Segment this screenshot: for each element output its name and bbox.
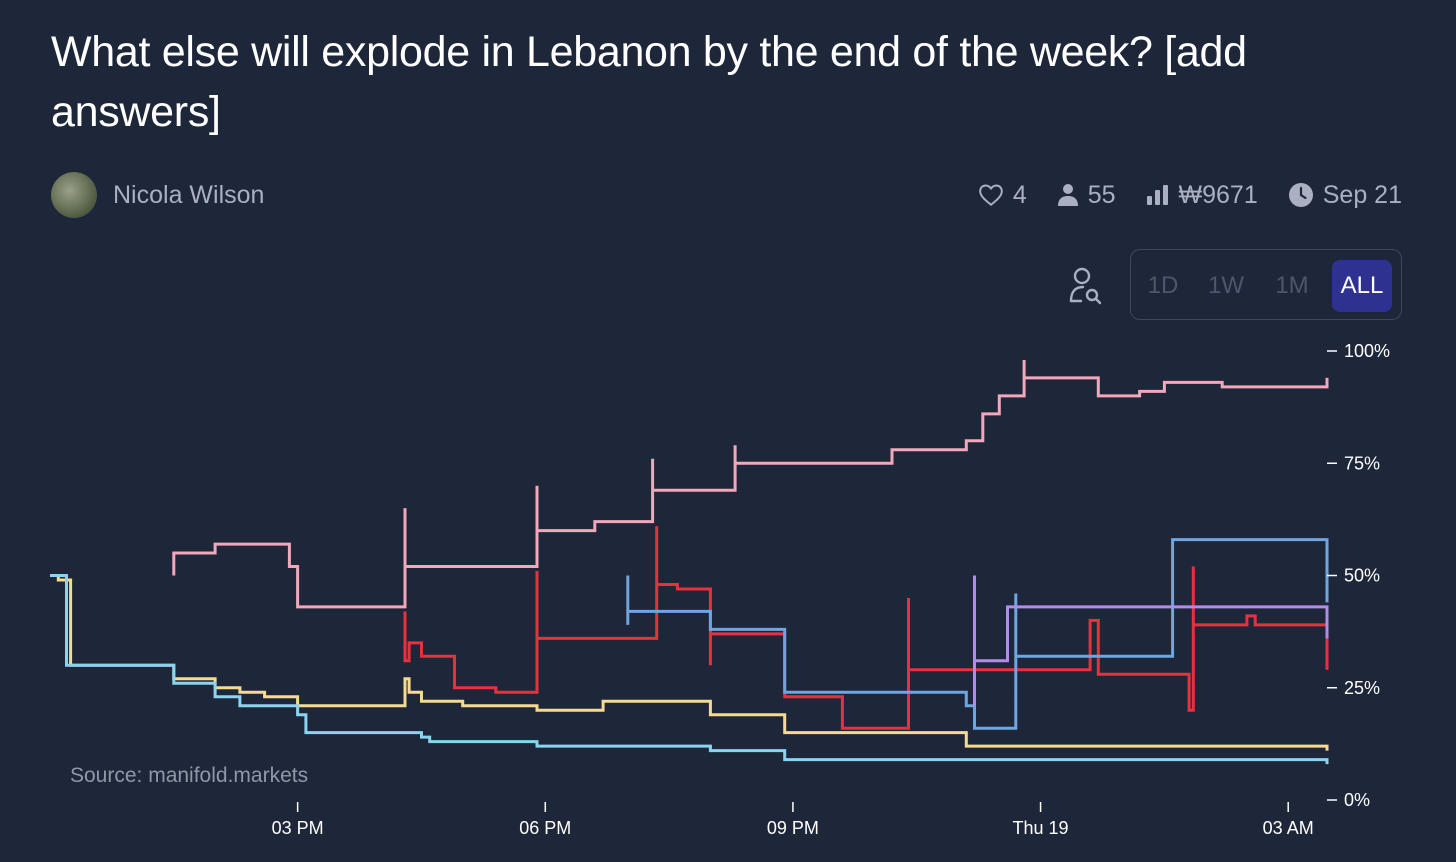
range-all-button[interactable]: ALL [1332, 260, 1392, 312]
x-tick-label: 09 PM [767, 818, 819, 838]
bar-chart-icon [1146, 185, 1168, 205]
y-tick-label: 25% [1344, 678, 1380, 698]
heart-icon[interactable] [978, 183, 1004, 207]
close-date: Sep 21 [1322, 180, 1402, 209]
probability-chart: 100%75%50%25%0% 03 PM 06 PM 09 PM Thu 19 03 … [50, 341, 1390, 838]
y-axis: 100% 75% 50% 25% 0% [1327, 341, 1390, 810]
author[interactable]: Nicola Wilson [51, 172, 264, 218]
x-axis: 03 PM 06 PM 09 PM Thu 19 03 AM [272, 802, 1314, 838]
user-icon [1057, 184, 1078, 206]
range-1w-button[interactable]: 1W [1208, 272, 1244, 299]
y-tick-label: 50% [1344, 566, 1380, 586]
x-tick-label: Thu 19 [1013, 818, 1069, 838]
x-tick-label: 06 PM [519, 818, 571, 838]
series-layer [50, 360, 1329, 765]
x-tick-label: 03 PM [272, 818, 324, 838]
y-tick-label: 100% [1344, 341, 1390, 361]
avatar[interactable] [51, 172, 97, 218]
series-line-blue[interactable] [626, 538, 1329, 730]
series-line-purple[interactable] [973, 575, 1329, 706]
traders-count: 55 [1087, 180, 1116, 209]
volume-amount: ₩9671 [1178, 180, 1258, 209]
likes-stat[interactable]: 4 [978, 181, 1027, 210]
range-1m-button[interactable]: 1M [1275, 272, 1309, 299]
market-title: What else will explode in Lebanon by the… [51, 28, 1247, 136]
chart-source: Source: manifold.markets [70, 764, 308, 787]
y-tick-label: 0% [1344, 790, 1370, 810]
traders-stat: 55 [1057, 181, 1116, 210]
author-name[interactable]: Nicola Wilson [113, 180, 265, 209]
user-search-icon[interactable] [1069, 267, 1103, 305]
series-line-light-blue[interactable] [50, 574, 1329, 765]
y-tick-label: 75% [1344, 453, 1380, 473]
user-filter-button[interactable] [1068, 266, 1104, 306]
series-line-red[interactable] [403, 526, 1329, 730]
likes-count: 4 [1012, 180, 1027, 209]
series-line-pink[interactable] [172, 360, 1329, 609]
volume-stat: ₩9671 [1146, 181, 1258, 210]
market-stats: 4 55 ₩9671 Sep 21 [978, 172, 1402, 218]
time-range-selector: 1D 1W 1M ALL [1130, 249, 1402, 320]
range-1d-button[interactable]: 1D [1147, 272, 1179, 299]
series-line-yellow[interactable] [50, 574, 1329, 751]
clock-icon [1288, 183, 1313, 207]
x-tick-label: 03 AM [1263, 818, 1314, 838]
close-date-stat: Sep 21 [1288, 181, 1402, 210]
